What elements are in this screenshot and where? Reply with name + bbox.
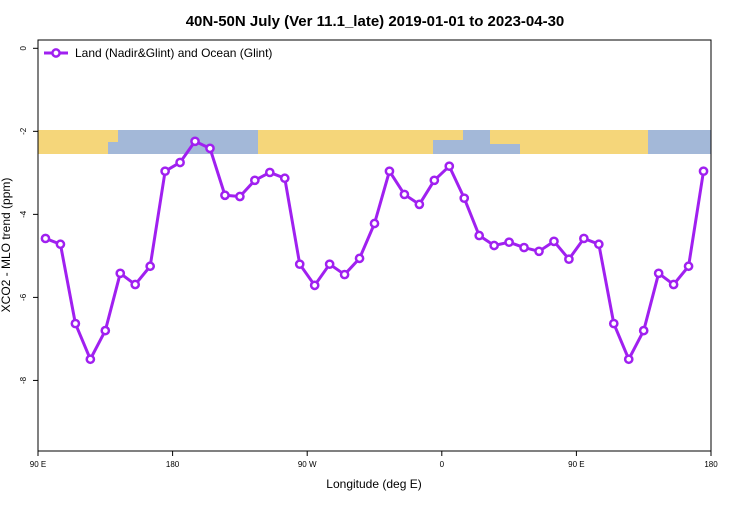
data-point (623, 354, 634, 365)
data-point (309, 280, 320, 291)
data-point (40, 233, 51, 244)
land (490, 130, 520, 144)
land (433, 130, 463, 140)
data-point (579, 233, 589, 244)
data-point (190, 136, 200, 147)
x-tick-label: 180 (166, 460, 180, 469)
data-point (653, 268, 664, 279)
legend-marker (51, 48, 61, 58)
data-point (414, 199, 425, 210)
data-point (399, 189, 410, 200)
y-tick-label: -4 (19, 210, 28, 218)
x-tick-label: 90 W (298, 460, 317, 469)
land (108, 130, 118, 142)
data-point (175, 157, 185, 168)
land (38, 130, 108, 154)
map-strip (38, 130, 711, 154)
data-point (145, 261, 156, 272)
data-point (384, 166, 395, 177)
data-point (549, 236, 559, 247)
data-point (369, 218, 380, 229)
data-point (683, 261, 694, 272)
data-point (264, 167, 275, 178)
data-point (324, 259, 335, 270)
land (520, 130, 648, 154)
data-point (638, 325, 649, 336)
x-axis-label: Longitude (deg E) (326, 477, 421, 491)
plot-frame (37, 39, 712, 452)
data-point (235, 191, 245, 202)
data-point (593, 239, 604, 250)
data-point (444, 161, 455, 172)
data-point (504, 237, 514, 248)
land (258, 130, 433, 154)
y-tick-label: -6 (19, 293, 28, 301)
data-point (459, 193, 470, 204)
data-point (474, 230, 485, 241)
y-tick-label: -2 (19, 127, 28, 135)
data-point (55, 239, 66, 250)
data-point (698, 166, 709, 177)
data-point (100, 325, 111, 336)
data-point (564, 254, 574, 265)
x-tick-label: 0 (440, 460, 445, 469)
data-point (489, 240, 499, 251)
data-point (205, 143, 215, 154)
data-point (429, 175, 440, 186)
chart-title: 40N-50N July (Ver 11.1_late) 2019-01-01 … (186, 13, 565, 30)
data-point (354, 253, 365, 264)
data-point (534, 246, 544, 257)
x-tick-label: 90 E (568, 460, 584, 469)
y-axis-label: XCO2 - MLO trend (ppm) (0, 178, 13, 313)
data-point (130, 279, 141, 290)
y-tick-label: -8 (19, 376, 28, 384)
legend-label: Land (Nadir&Glint) and Ocean (Glint) (75, 46, 272, 60)
data-point (160, 166, 170, 177)
data-point (279, 173, 290, 184)
x-tick-label: 90 E (30, 460, 46, 469)
y-tick-label: 0 (19, 46, 28, 51)
data-point (85, 354, 96, 365)
data-point (294, 259, 305, 270)
data-point (220, 190, 230, 201)
data-point (70, 318, 81, 329)
data-point (250, 175, 260, 186)
x-tick-label: 180 (704, 460, 718, 469)
data-point (339, 269, 350, 280)
data-point (608, 318, 619, 329)
data-point (519, 242, 529, 253)
data-point (115, 268, 126, 279)
data-point (668, 279, 679, 290)
